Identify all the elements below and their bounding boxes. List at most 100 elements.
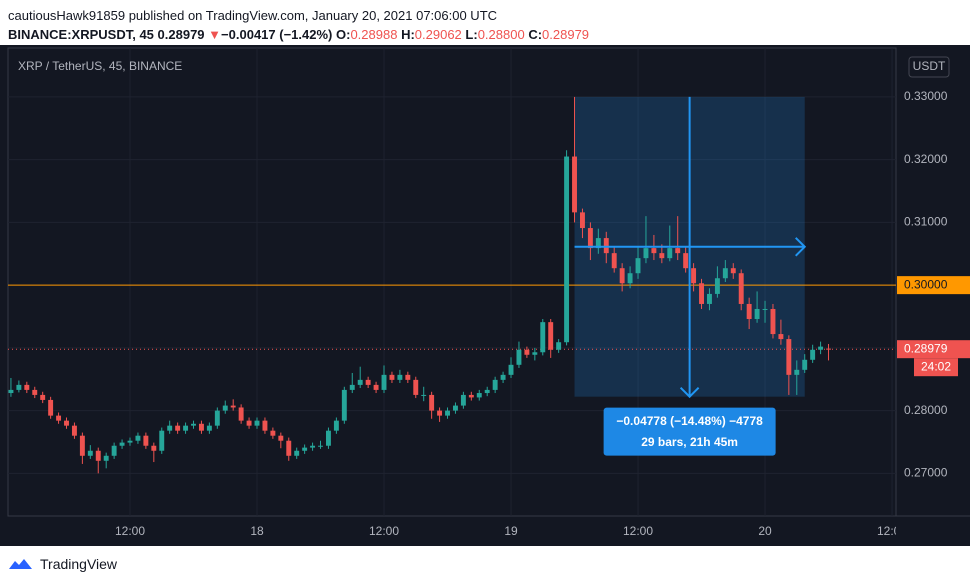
candle-body <box>667 248 673 259</box>
candle-body <box>452 405 458 411</box>
header: cautiousHawk91859 published on TradingVi… <box>8 6 589 44</box>
ohlc-label: L: <box>465 27 478 42</box>
candle-body <box>333 420 339 431</box>
candle-body <box>635 258 641 274</box>
candle-body <box>643 248 649 259</box>
candle-body <box>730 268 736 274</box>
x-tick-label: 19 <box>504 524 518 538</box>
candle-body <box>579 212 585 229</box>
candle-body <box>8 389 14 394</box>
footer: TradingView <box>8 556 117 572</box>
candle-body <box>484 389 490 394</box>
candle-body <box>556 342 562 350</box>
candle-body <box>32 389 38 395</box>
candle-body <box>111 445 117 456</box>
candle-body <box>460 394 466 406</box>
candle-body <box>214 410 220 426</box>
hline-price-label: 0.30000 <box>904 277 948 291</box>
candle-body <box>508 364 514 375</box>
candle-body <box>365 379 371 385</box>
candle-body <box>310 445 316 448</box>
candle-body <box>587 228 593 249</box>
measure-arrowhead-h <box>795 237 807 257</box>
candle-body <box>71 425 77 436</box>
candle-body <box>64 420 69 426</box>
ohlc-label: O: <box>335 27 351 42</box>
candle-body <box>230 405 236 408</box>
candle-body <box>270 430 276 436</box>
candle-body <box>794 369 800 375</box>
candle-body <box>421 394 427 396</box>
last-price-label: 0.28979 <box>904 341 948 355</box>
candle-body <box>691 268 697 284</box>
candle-body <box>286 440 292 456</box>
candle-body <box>127 440 133 443</box>
candle-body <box>222 405 228 411</box>
y-tick-label: 0.28000 <box>904 403 948 417</box>
candle-body <box>413 379 419 395</box>
candle-body <box>183 425 189 431</box>
measure-label: 29 bars, 21h 45m <box>641 435 738 449</box>
ohlc-value: 0.29062 <box>414 27 462 42</box>
candle-body <box>437 410 443 416</box>
candle-body <box>699 283 704 304</box>
countdown-box <box>914 358 958 377</box>
candle-body <box>818 346 824 350</box>
countdown-label: 24:02 <box>921 359 951 373</box>
candle-body <box>381 374 387 390</box>
candle-body <box>103 455 109 461</box>
ohlc-label: H: <box>401 27 415 42</box>
symbol-line: BINANCE:XRPUSDT, 45 0.28979 ▼−0.00417 (−… <box>8 25 589 44</box>
chart-legend: XRP / TetherUS, 45, BINANCE <box>18 59 182 73</box>
candle-body <box>572 156 577 213</box>
candle-body <box>238 407 244 421</box>
x-tick-label: 18 <box>250 524 264 538</box>
x-tick-label: 12:00 <box>877 524 907 538</box>
x-tick-label: 12:00 <box>369 524 399 538</box>
candle-body <box>500 374 506 380</box>
candle-body <box>683 253 689 269</box>
ohlc-value: 0.28979 <box>542 27 590 42</box>
candle-body <box>167 425 173 431</box>
ohlc-value: 0.28988 <box>350 27 398 42</box>
candle-body <box>659 253 665 259</box>
change: −0.00417 (−1.42%) <box>221 27 333 42</box>
candle-body <box>476 393 482 398</box>
candle-body <box>714 278 720 294</box>
y-tick-label: 0.33000 <box>904 89 948 103</box>
candle-body <box>770 308 776 335</box>
candle-body <box>95 450 101 461</box>
candle-body <box>627 273 633 284</box>
chart-background <box>0 45 970 546</box>
candle-body <box>524 349 530 355</box>
candle-body <box>445 410 450 416</box>
candle-body <box>738 273 744 304</box>
candle-body <box>198 423 204 431</box>
candle-body <box>389 374 395 380</box>
candle-body <box>564 156 570 343</box>
candle-body <box>540 322 546 353</box>
candle-body <box>532 352 538 355</box>
candle-body <box>16 384 22 390</box>
logo-icon <box>9 559 32 569</box>
candle-body <box>48 399 54 416</box>
y-tick-label: 0.32000 <box>904 152 948 166</box>
currency-label[interactable]: USDT <box>913 59 946 73</box>
y-tick-label: 0.27000 <box>904 466 948 480</box>
candle-body <box>87 450 93 456</box>
measure-arrowhead-v <box>679 386 700 399</box>
candle-body <box>429 394 435 411</box>
candle-body <box>754 308 760 320</box>
measure-label: −0.04778 (−14.48%) −4778 <box>616 414 763 428</box>
candle-body <box>762 308 768 310</box>
symbol: BINANCE:XRPUSDT, 45 <box>8 27 154 42</box>
candle-body <box>603 238 609 254</box>
publish-line: cautiousHawk91859 published on TradingVi… <box>8 8 498 23</box>
candle-body <box>722 268 728 279</box>
chart: 12:00 18 12:00 19 12:00 20 12:00 −0.04778 (−14.… <box>0 45 970 546</box>
candle-body <box>357 379 363 385</box>
candle-body <box>746 303 752 320</box>
candle-body <box>651 248 657 254</box>
candle-body <box>516 349 522 365</box>
currency-button[interactable] <box>908 56 950 78</box>
